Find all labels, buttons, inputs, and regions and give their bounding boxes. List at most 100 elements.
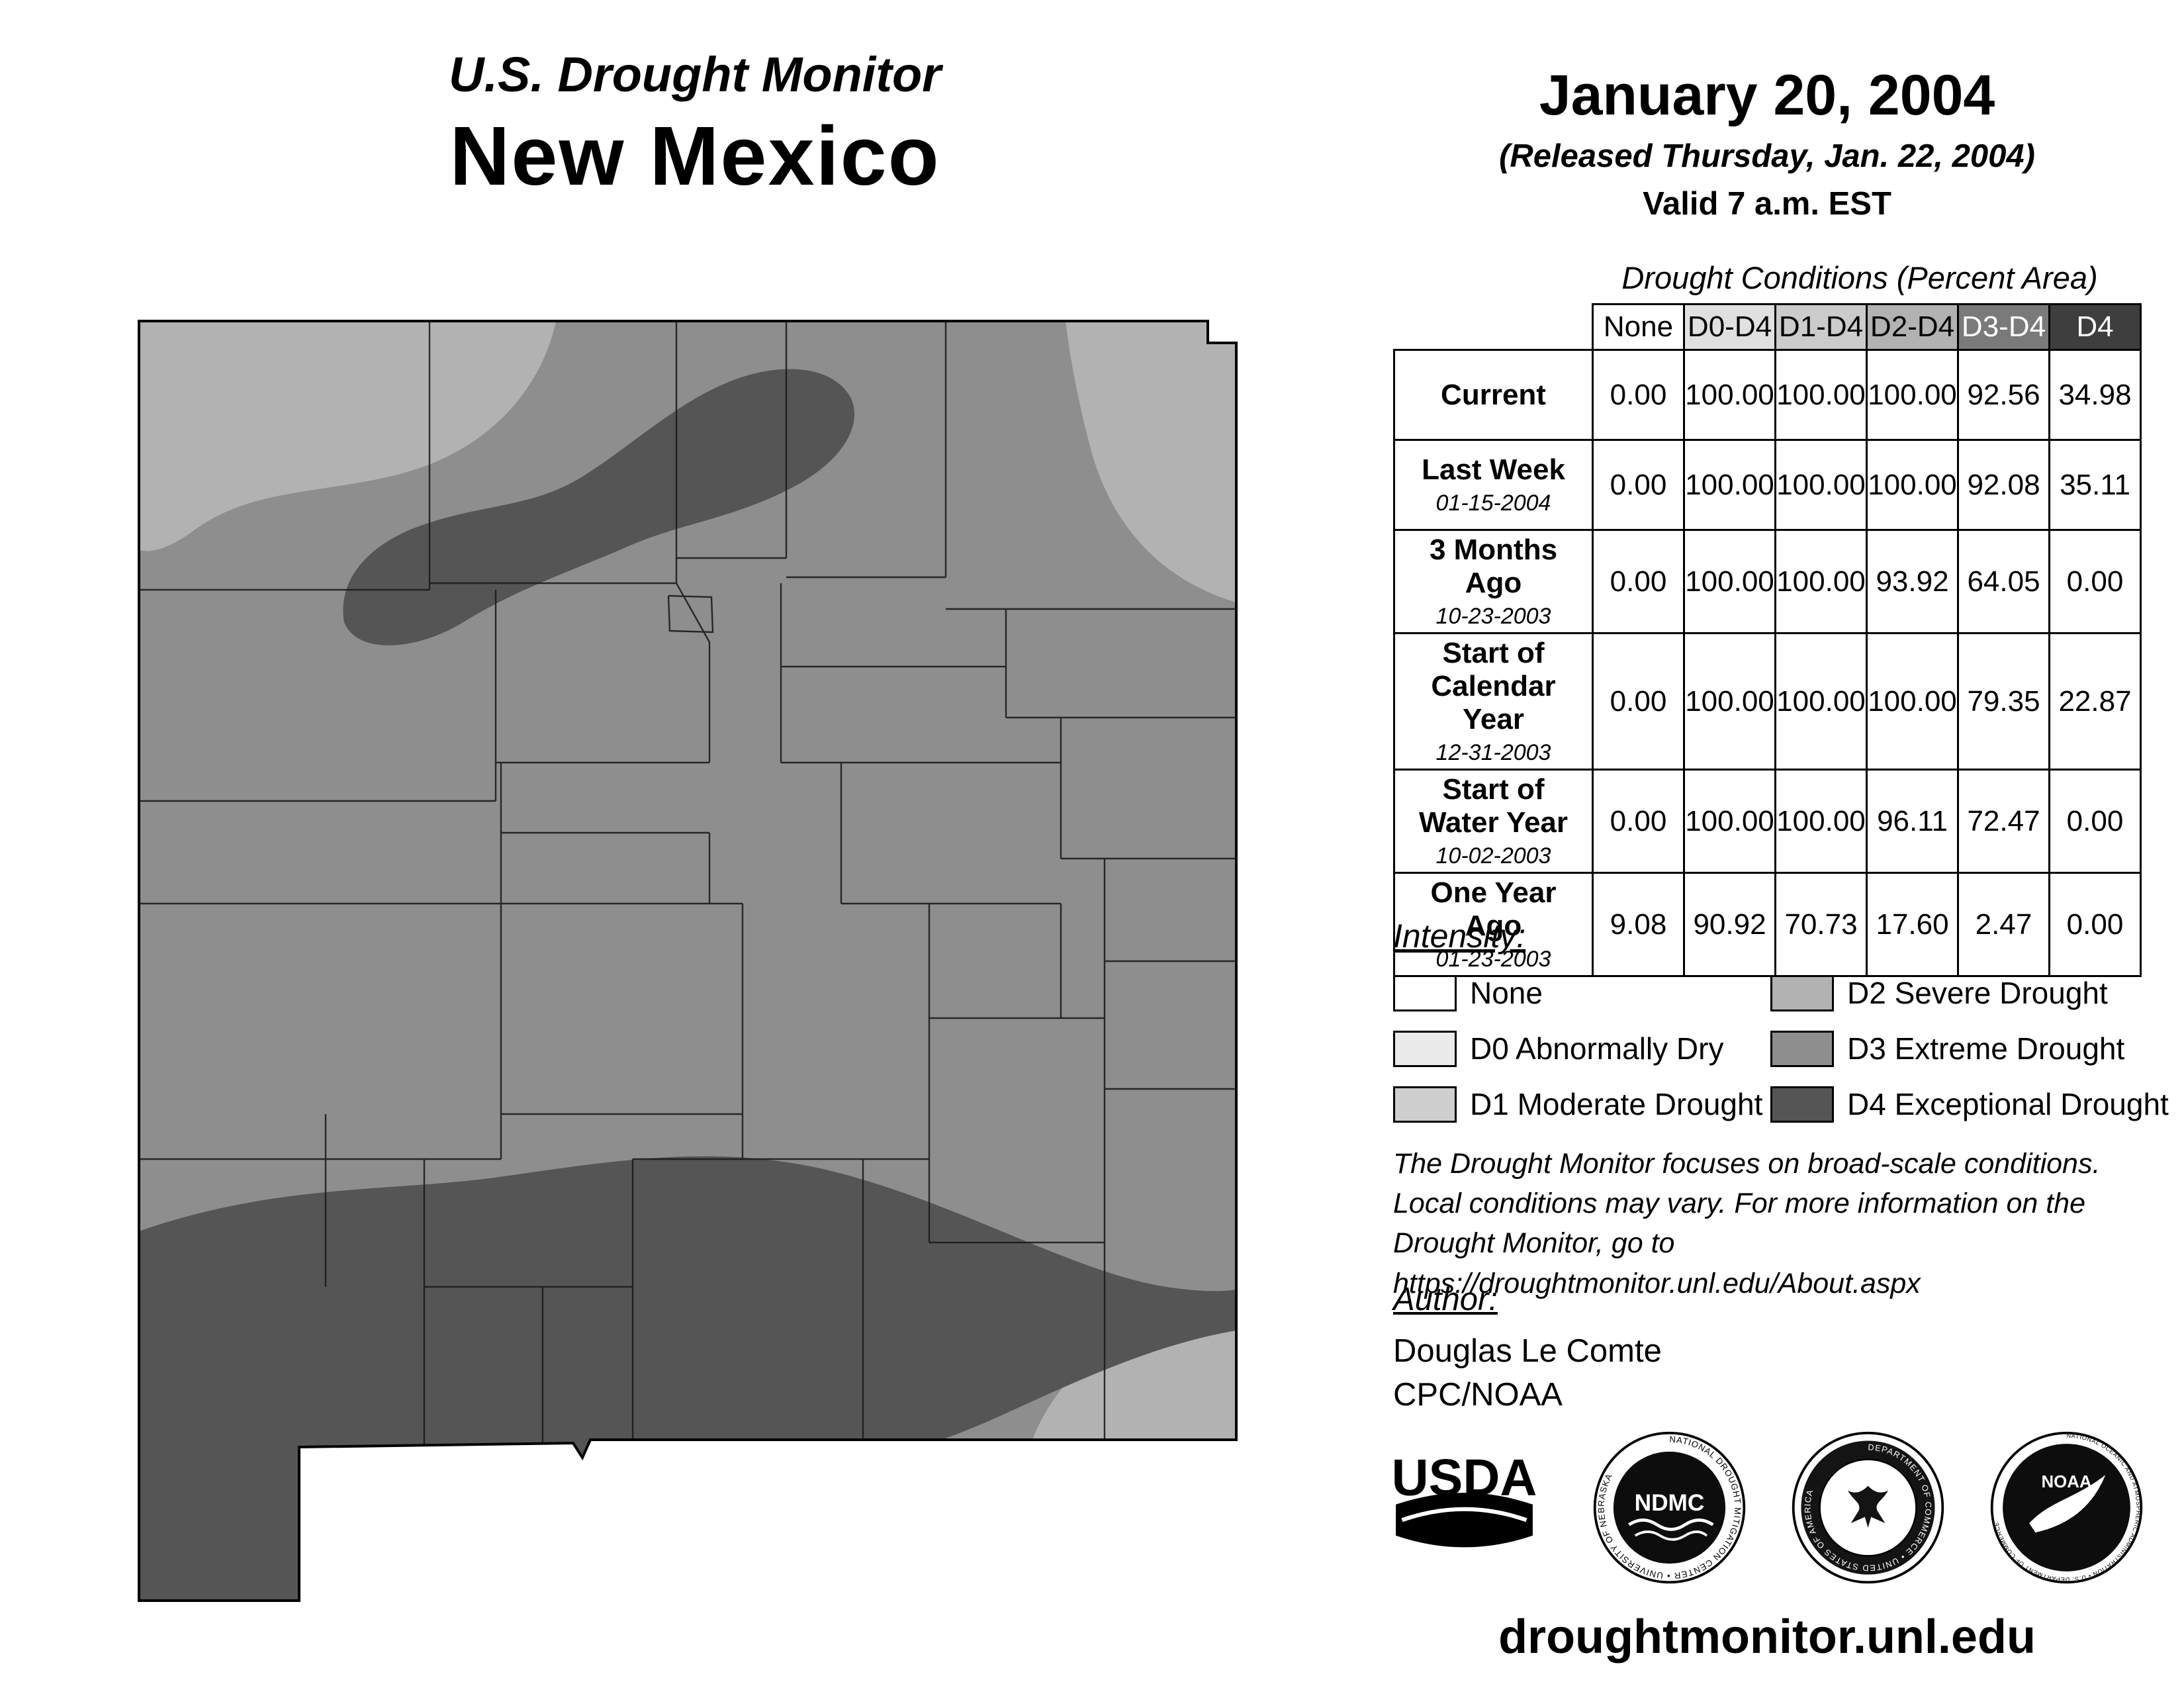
disclaimer-link-line: Drought Monitor, go to https://droughtmo…: [1393, 1227, 1921, 1299]
table-cell: 0.00: [2048, 529, 2142, 634]
map-region-d4-north: [343, 369, 855, 645]
legend-swatch-d0: [1393, 1030, 1457, 1067]
legend-item-d4: D4 Exceptional Drought: [1770, 1086, 2169, 1123]
row-label: Start of Water Year 10-02-2003: [1393, 769, 1594, 874]
table-cell: 100.00: [1683, 632, 1776, 771]
table-cell: 0.00: [1592, 769, 1685, 874]
author-heading: Author:: [1393, 1282, 1498, 1317]
col-header-d1d4: D1-D4: [1774, 303, 1868, 351]
drought-conditions-table: None D0-D4 D1-D4 D2-D4 D3-D4 D4 Current …: [1393, 303, 2142, 977]
table-cell: 79.35: [1957, 632, 2050, 771]
legend-swatch-d2: [1770, 974, 1834, 1011]
row-label: Last Week 01-15-2004: [1393, 439, 1594, 531]
table-cell: 100.00: [1866, 349, 1959, 441]
table-cell: 96.11: [1866, 769, 1959, 874]
noaa-seal-text: NOAA: [2041, 1473, 2091, 1491]
ndmc-seal: NDMC NATIONAL DROUGHT MITIGATION CENTER …: [1592, 1430, 1747, 1585]
valid-time: Valid 7 a.m. EST: [1643, 186, 1891, 222]
col-header-none: None: [1592, 303, 1685, 351]
row-label: 3 Months Ago 10-23-2003: [1393, 529, 1594, 634]
region-title: New Mexico: [449, 109, 940, 203]
row-label: Start of Calendar Year 12-31-2003: [1393, 632, 1594, 771]
site-url: droughtmonitor.unl.edu: [1498, 1611, 2036, 1664]
state-border: [138, 320, 1238, 1602]
table-cell: 0.00: [2048, 872, 2142, 977]
legend-swatch-none: [1393, 974, 1457, 1011]
table-cell: 92.56: [1957, 349, 2050, 441]
table-cell: 72.47: [1957, 769, 2050, 874]
table-row: Start of Water Year 10-02-2003 0.00 100.…: [1393, 769, 2142, 874]
date-block: January 20, 2004 (Released Thursday, Jan…: [1390, 63, 2144, 222]
table-row: One Year Ago 01-23-2003 9.08 90.92 70.73…: [1393, 872, 2142, 977]
usda-logo: USDA: [1380, 1430, 1549, 1585]
legend-swatch-d1: [1393, 1086, 1457, 1123]
table-cell: 64.05: [1957, 529, 2050, 634]
table-cell: 9.08: [1592, 872, 1685, 977]
county-boundaries: [139, 321, 1236, 1447]
table-row: 3 Months Ago 10-23-2003 0.00 100.00 100.…: [1393, 529, 2142, 634]
legend-swatch-d4: [1770, 1086, 1834, 1123]
table-cell: 0.00: [1592, 529, 1685, 634]
author-block: Author: Douglas Le Comte CPC/NOAA: [1393, 1281, 1662, 1413]
table-row: Last Week 01-15-2004 0.00 100.00 100.00 …: [1393, 439, 2142, 531]
col-header-d0d4: D0-D4: [1683, 303, 1776, 351]
table-cell: 100.00: [1774, 439, 1868, 531]
table-cell: 100.00: [1774, 632, 1868, 771]
col-header-d4: D4: [2048, 303, 2142, 351]
monitor-title: U.S. Drought Monitor: [449, 47, 941, 102]
released-date: (Released Thursday, Jan. 22, 2004): [1499, 138, 2035, 174]
col-header-d3d4: D3-D4: [1957, 303, 2050, 351]
table-header-row: None D0-D4 D1-D4 D2-D4 D3-D4 D4: [1394, 303, 2142, 351]
table-corner: [1394, 305, 1593, 350]
intensity-legend: None D0 Abnormally Dry D1 Moderate Droug…: [1393, 965, 2169, 1132]
table-cell: 100.00: [1774, 349, 1868, 441]
col-header-d2d4: D2-D4: [1866, 303, 1959, 351]
table-cell: 2.47: [1957, 872, 2050, 977]
table-cell: 22.87: [2048, 632, 2142, 771]
table-cell: 17.60: [1866, 872, 1959, 977]
table-cell: 100.00: [1683, 529, 1776, 634]
map-region-d2-northeast: [1066, 321, 1236, 602]
table-cell: 92.08: [1957, 439, 2050, 531]
table-cell: 93.92: [1866, 529, 1959, 634]
agency-logos: USDA NDMC NATIONAL DROUGHT MITIGATION CE…: [1380, 1430, 2144, 1585]
table-cell: 0.00: [2048, 769, 2142, 874]
table-cell: 100.00: [1683, 349, 1776, 441]
legend-title: Intensity:: [1393, 917, 1526, 955]
table-cell: 35.11: [2048, 439, 2142, 531]
legend-item-d1: D1 Moderate Drought: [1393, 1086, 1770, 1123]
disclaimer-text: The Drought Monitor focuses on broad-sca…: [1393, 1144, 2184, 1303]
commerce-seal: DEPARTMENT OF COMMERCE • UNITED STATES O…: [1790, 1430, 1946, 1585]
table-cell: 100.00: [1683, 769, 1776, 874]
report-titles: U.S. Drought Monitor New Mexico: [199, 46, 1191, 204]
ndmc-seal-text: NDMC: [1635, 1490, 1705, 1516]
table-cell: 0.00: [1592, 349, 1685, 441]
row-label: Current: [1393, 349, 1594, 441]
new-mexico-drought-map: [138, 320, 1238, 1602]
table-title: Drought Conditions (Percent Area): [1621, 260, 2098, 295]
table-cell: 100.00: [1866, 439, 1959, 531]
table-row: Start of Calendar Year 12-31-2003 0.00 1…: [1393, 632, 2142, 771]
legend-item-d2: D2 Severe Drought: [1770, 974, 2161, 1011]
table-cell: 100.00: [1866, 632, 1959, 771]
table-cell: 100.00: [1774, 769, 1868, 874]
table-cell: 90.92: [1683, 872, 1776, 977]
table-cell: 0.00: [1592, 632, 1685, 771]
author-org: CPC/NOAA: [1393, 1377, 1563, 1413]
author-name: Douglas Le Comte: [1393, 1333, 1662, 1369]
row-label: One Year Ago 01-23-2003: [1393, 872, 1594, 977]
table-row: Current 0.00 100.00 100.00 100.00 92.56 …: [1393, 349, 2142, 441]
table-cell: 100.00: [1774, 529, 1868, 634]
noaa-seal: NOAA NATIONAL OCEANIC AND ATMOSPHERIC AD…: [1989, 1430, 2144, 1585]
legend-item-none: None: [1393, 974, 1770, 1011]
report-date: January 20, 2004: [1539, 64, 1995, 127]
table-cell: 70.73: [1774, 872, 1868, 977]
map-region-d2-northwest: [139, 321, 556, 551]
legend-swatch-d3: [1770, 1030, 1834, 1067]
table-cell: 0.00: [1592, 439, 1685, 531]
table-cell: 100.00: [1683, 439, 1776, 531]
table-cell: 34.98: [2048, 349, 2142, 441]
legend-item-d3: D3 Extreme Drought: [1770, 1030, 2161, 1067]
legend-item-d0: D0 Abnormally Dry: [1393, 1030, 1770, 1067]
